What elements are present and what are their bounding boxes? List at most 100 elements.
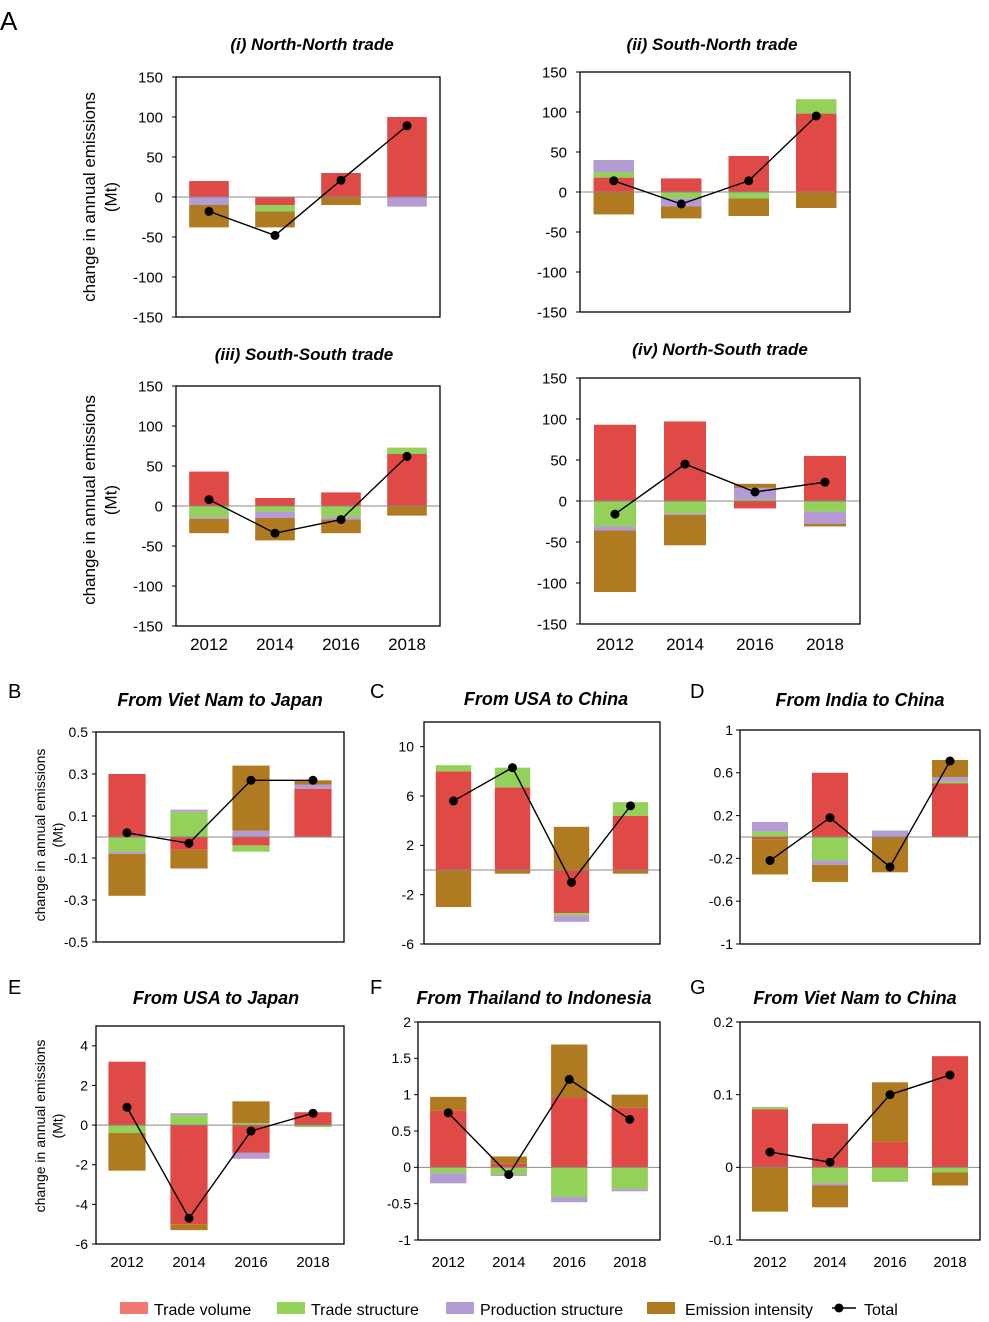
bar-c-trade-volume-2016 [553, 870, 590, 914]
y-tick-label-a-i: 100 [138, 109, 163, 126]
chart-title-g: From Viet Nam to China [753, 988, 956, 1008]
total-point-a-iv-2012 [610, 509, 620, 519]
bar-d-emission-intensity-2018 [932, 759, 968, 778]
y-tick-label-a-iv: 150 [542, 370, 567, 387]
bar-a-iv-emission-intensity-2016 [734, 483, 776, 488]
bar-a-iv-production-structure-2018 [804, 511, 846, 524]
bar-a-i-emission-intensity-2016 [321, 197, 361, 205]
bar-a-ii-trade-structure-2018 [796, 99, 837, 114]
bar-c-production-structure-2016 [553, 915, 590, 922]
bar-b-trade-structure-2016 [232, 845, 270, 852]
bar-b-trade-structure-2012 [108, 837, 146, 852]
y-tick-label-a-ii: 100 [542, 104, 567, 121]
bar-d-production-structure-2016 [872, 830, 908, 837]
bar-g-trade-structure-2016 [872, 1167, 908, 1182]
bar-g-trade-structure-2012 [752, 1107, 788, 1110]
bar-b-trade-volume-2012 [108, 774, 146, 837]
bar-c-trade-volume-2012 [435, 771, 472, 870]
total-point-a-i-2018 [402, 121, 412, 131]
bar-e-emission-intensity-2016 [232, 1101, 270, 1124]
y-tick-label-f: 0 [403, 1159, 411, 1175]
panel-letter-b: B [8, 681, 21, 703]
total-point-e-2018 [308, 1108, 318, 1118]
total-line-g [769, 1074, 951, 1164]
total-point-b-2018 [308, 775, 318, 785]
y-tick-label-b: 0.5 [69, 724, 89, 740]
chart-e: From USA to Japan change in annual emissi… [32, 988, 345, 1271]
total-point-e-2014 [184, 1213, 194, 1223]
y-tick-label-d: 0.2 [714, 808, 734, 824]
bar-c-emission-intensity-2012 [435, 870, 472, 907]
bar-d-trade-structure-2014 [812, 837, 848, 861]
x-tick-label-f-2018: 2018 [613, 1254, 646, 1271]
bar-f-emission-intensity-2014 [490, 1156, 527, 1164]
y-tick-label-a-i: -100 [133, 269, 163, 286]
bar-d-production-structure-2012 [752, 822, 788, 832]
chart-c: From USA to China 10 6 2 -2 -6 [398, 689, 661, 952]
chart-title-b: From Viet Nam to Japan [117, 690, 322, 710]
bar-f-trade-volume-2014 [490, 1163, 527, 1168]
y-tick-label-a-iii: 0 [155, 498, 163, 515]
bar-a-i-trade-volume-2014 [255, 197, 295, 205]
bar-a-ii-trade-structure-2014 [661, 192, 702, 199]
total-point-a-iv-2018 [820, 477, 830, 487]
total-point-a-iii-2018 [402, 451, 412, 461]
bar-a-iii-production-structure-2012 [189, 517, 229, 519]
bar-a-iii-emission-intensity-2016 [321, 519, 361, 534]
total-point-a-iv-2014 [680, 459, 690, 469]
x-tick-label-f-2016: 2016 [553, 1254, 586, 1271]
y-tick-label-e: -6 [76, 1236, 89, 1252]
legend-label-production-structure: Production structure [480, 1302, 623, 1319]
total-point-d-2012 [765, 856, 775, 866]
y-tick-label-a-iii: -100 [133, 578, 163, 595]
y-tick-label-c: 6 [406, 788, 414, 804]
bar-a-i-production-structure-2012 [189, 197, 229, 205]
bar-f-emission-intensity-2018 [611, 1094, 648, 1108]
total-point-a-i-2012 [204, 206, 214, 216]
total-point-b-2012 [122, 828, 132, 838]
legend-swatch-trade-volume [120, 1302, 148, 1314]
y-tick-label-g: -0.1 [709, 1232, 733, 1248]
bar-d-trade-volume-2018 [932, 783, 968, 837]
total-point-a-iii-2012 [204, 495, 214, 505]
y-axis-label-line2-a-i: (Mt) [101, 182, 120, 212]
chart-d: From India to China 1 0.6 0.2 -0.2 -0.6 -1 [709, 690, 981, 952]
total-point-c-2018 [626, 801, 635, 811]
y-axis-label-line2-a-iii: (Mt) [101, 485, 120, 515]
total-line-d [769, 760, 951, 869]
bar-a-iv-trade-structure-2018 [804, 501, 846, 512]
bar-b-production-structure-2016 [232, 830, 270, 837]
total-point-f-2018 [625, 1114, 635, 1124]
total-point-c-2012 [449, 796, 458, 806]
total-point-b-2014 [184, 838, 194, 848]
y-axis-label-line1-a-iii: change in annual emissions [80, 395, 99, 605]
chart-title-a-iv: (iv) North-South trade [632, 340, 808, 359]
y-axis-label-e: change in annual emissions (Mt) [32, 1040, 66, 1213]
y-tick-label-a-iii: -150 [133, 618, 163, 635]
y-tick-label-c: 10 [398, 739, 414, 755]
x-tick-label-a-iv-2018: 2018 [806, 635, 844, 654]
total-point-a-iv-2016 [750, 487, 760, 497]
y-tick-label-a-i: -50 [141, 229, 163, 246]
bar-a-iii-trade-structure-2012 [189, 506, 229, 518]
y-tick-label-e: -4 [76, 1196, 89, 1212]
total-point-d-2014 [825, 813, 835, 823]
bar-b-trade-volume-2018 [294, 788, 332, 837]
chart-b: From Viet Nam to Japan change in annual e… [32, 690, 345, 950]
y-tick-label-a-iii: -50 [141, 538, 163, 555]
bar-a-ii-trade-structure-2012 [593, 172, 634, 178]
y-tick-label-a-iv: -100 [537, 575, 567, 592]
y-tick-label-a-iv: 100 [542, 411, 567, 428]
panel-letter-e: E [8, 977, 21, 999]
bar-a-ii-production-structure-2012 [593, 160, 634, 172]
bar-b-trade-structure-2014 [170, 811, 208, 837]
bar-a-i-emission-intensity-2014 [255, 211, 295, 228]
total-line-a-ii [613, 115, 817, 205]
bar-e-production-structure-2014 [170, 1113, 208, 1116]
y-tick-label-a-iii: 150 [138, 378, 163, 395]
bar-e-production-structure-2016 [232, 1152, 270, 1159]
bar-a-iii-trade-volume-2018 [387, 454, 427, 506]
y-tick-label-d: 1 [725, 722, 733, 738]
chart-a-iii: (iii) South-South trade change in annual … [80, 345, 441, 654]
chart-a-ii: (ii) South-North trade 150 100 50 0 -50 -100 -1… [537, 35, 851, 321]
